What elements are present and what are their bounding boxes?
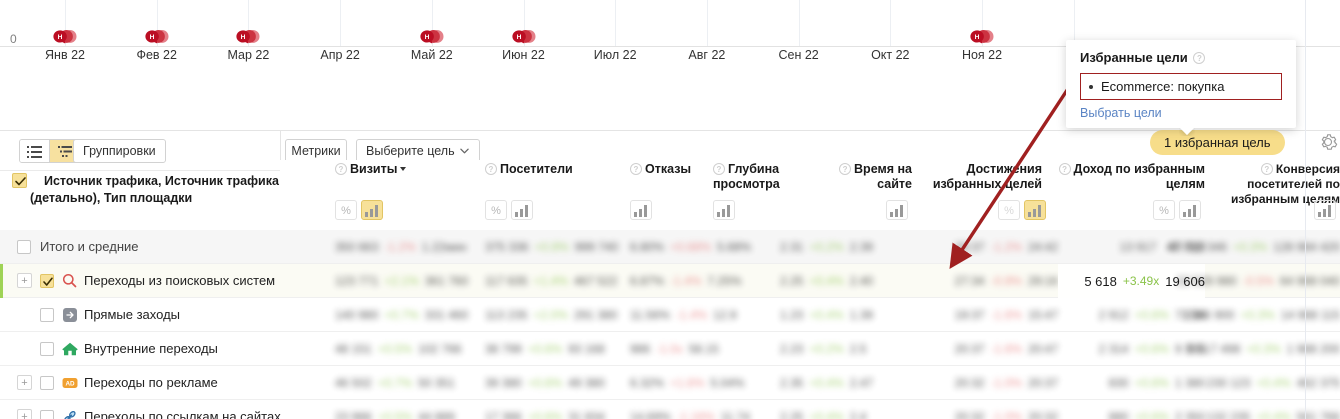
svg-text:H: H [424,34,429,41]
svg-text:H: H [58,34,63,41]
svg-text:H: H [149,34,154,41]
svg-text:H: H [516,34,521,41]
svg-text:H: H [975,34,980,41]
svg-text:AD: AD [65,380,75,387]
svg-text:H: H [241,34,246,41]
